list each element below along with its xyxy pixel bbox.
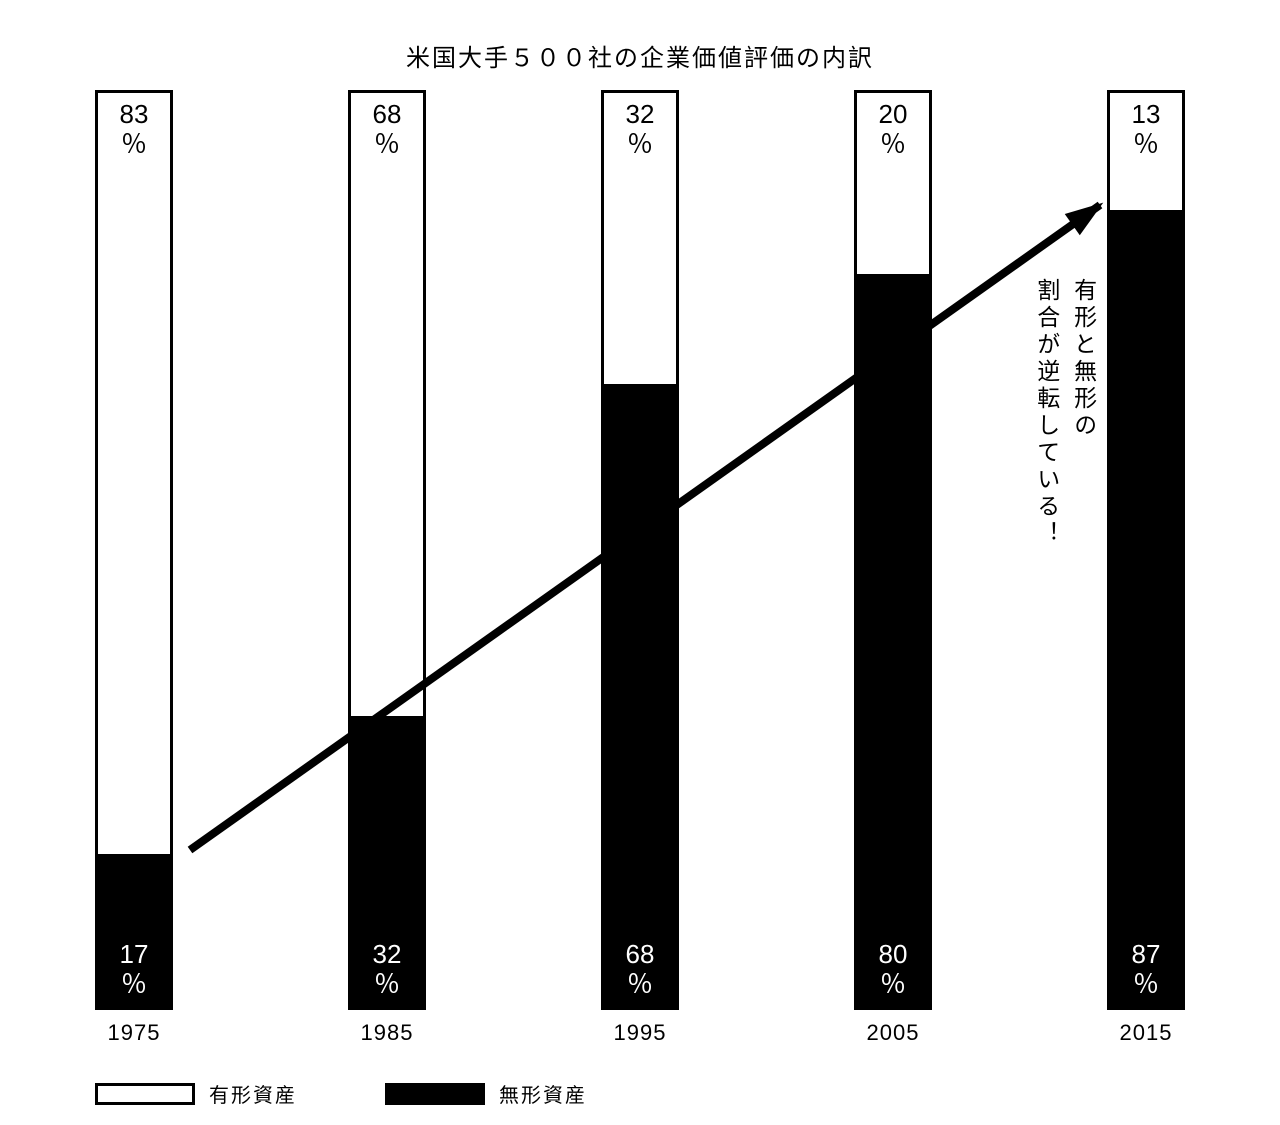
bar-value-intangible: 68 ％ [601, 940, 679, 1000]
legend-label-tangible: 有形資産 [209, 1079, 297, 1108]
chart-page: 米国大手５００社の企業価値評価の内訳 83 ％17 ％68 ％32 ％32 ％6… [0, 0, 1280, 1125]
x-axis-label: 1975 [95, 1020, 173, 1046]
bar-value-tangible: 32 ％ [601, 100, 679, 160]
legend-swatch-tangible [95, 1083, 195, 1105]
legend-label-intangible: 無形資産 [499, 1079, 587, 1108]
bar-value-intangible: 87 ％ [1107, 940, 1185, 1000]
x-axis-label: 2005 [854, 1020, 932, 1046]
annotation-vertical-text: 有形と無形の 割合が逆転している！ [1028, 278, 1102, 548]
bar-1985: 68 ％ 32 ％ [348, 90, 426, 1010]
bar-value-tangible: 13 ％ [1107, 100, 1185, 160]
chart-area: 83 ％ 17 ％ 68 ％ 32 ％ 32 ％ 68 ％ 20 ％ 80 ％ 13 ％ 87 ％ [0, 0, 1280, 1125]
bar-1975: 83 ％ 17 ％ [95, 90, 173, 1010]
bar-value-intangible: 80 ％ [854, 940, 932, 1000]
bar-2015: 13 ％ 87 ％ [1107, 90, 1185, 1010]
bar-value-tangible: 83 ％ [95, 100, 173, 160]
bar-1995: 32 ％ 68 ％ [601, 90, 679, 1010]
legend-swatch-intangible [385, 1083, 485, 1105]
legend: 有形資産 無形資産 [95, 1079, 587, 1108]
bar-segment-intangible [601, 384, 679, 1010]
bar-segment-tangible [348, 90, 426, 716]
bar-2005: 20 ％ 80 ％ [854, 90, 932, 1010]
bar-value-intangible: 17 ％ [95, 940, 173, 1000]
bar-value-tangible: 68 ％ [348, 100, 426, 160]
bar-value-tangible: 20 ％ [854, 100, 932, 160]
x-axis-label: 1985 [348, 1020, 426, 1046]
x-axis-label: 1995 [601, 1020, 679, 1046]
x-axis-label: 2015 [1107, 1020, 1185, 1046]
bar-value-intangible: 32 ％ [348, 940, 426, 1000]
bar-segment-intangible [854, 274, 932, 1010]
bar-segment-intangible [1107, 210, 1185, 1010]
bar-segment-tangible [95, 90, 173, 854]
